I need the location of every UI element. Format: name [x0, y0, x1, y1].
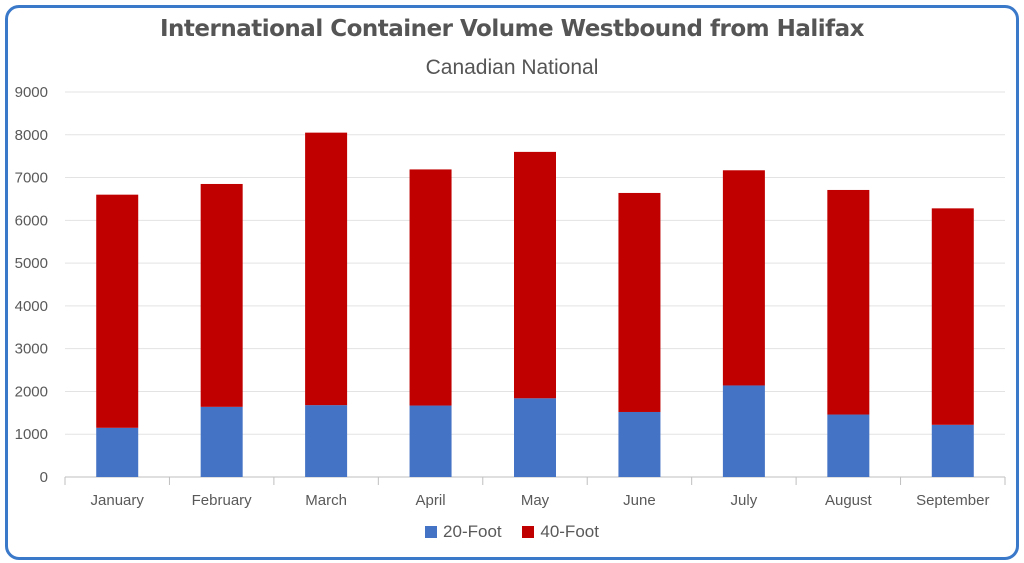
legend-label-40-foot: 40-Foot: [540, 522, 599, 541]
y-tick-label: 6000: [15, 212, 48, 229]
legend-item-20-foot: 20-Foot: [425, 522, 502, 542]
legend-swatch-40-foot: [522, 526, 535, 538]
bar-20-foot-september: [931, 424, 974, 477]
bar-20-foot-june: [618, 411, 661, 477]
x-tick-label: February: [192, 492, 253, 509]
y-tick-label: 5000: [15, 255, 48, 272]
y-tick-label: 2000: [15, 383, 48, 400]
legend-label-20-foot: 20-Foot: [443, 522, 502, 541]
legend: 20-Foot 40-Foot: [0, 522, 1024, 543]
bar-20-foot-july: [722, 385, 765, 477]
bar-40-foot-may: [514, 151, 556, 399]
bar-40-foot-april: [409, 169, 452, 406]
bar-20-foot-march: [305, 405, 348, 477]
x-tick-label: August: [825, 492, 873, 509]
x-tick-label: March: [305, 492, 347, 509]
x-tick-label: June: [623, 492, 656, 509]
bar-20-foot-may: [514, 398, 556, 477]
bar-20-foot-april: [409, 405, 452, 477]
x-tick-label: July: [731, 492, 758, 509]
x-tick-label: September: [916, 492, 989, 509]
bar-20-foot-february: [200, 406, 243, 477]
bar-20-foot-january: [96, 427, 139, 477]
bar-40-foot-june: [618, 192, 661, 412]
legend-item-40-foot: 40-Foot: [522, 522, 599, 542]
y-tick-label: 1000: [15, 426, 48, 443]
legend-swatch-20-foot: [425, 526, 438, 538]
x-tick-label: April: [416, 492, 446, 509]
bar-40-foot-september: [931, 208, 974, 425]
y-tick-label: 7000: [15, 170, 48, 187]
x-tick-label: May: [521, 492, 550, 509]
y-tick-label: 9000: [15, 84, 48, 101]
chart-title: International Container Volume Westbound…: [159, 16, 865, 42]
bar-40-foot-january: [96, 194, 139, 428]
y-tick-label: 8000: [15, 127, 48, 144]
y-tick-label: 3000: [15, 341, 48, 358]
y-tick-label: 0: [40, 469, 48, 486]
bar-40-foot-march: [305, 132, 348, 406]
bar-40-foot-july: [722, 170, 765, 386]
bar-20-foot-august: [827, 414, 870, 477]
bar-40-foot-august: [827, 189, 870, 415]
bar-40-foot-february: [200, 183, 243, 407]
x-tick-label: January: [91, 492, 145, 509]
chart-subtitle: Canadian National: [425, 56, 599, 79]
y-tick-label: 4000: [15, 298, 48, 315]
